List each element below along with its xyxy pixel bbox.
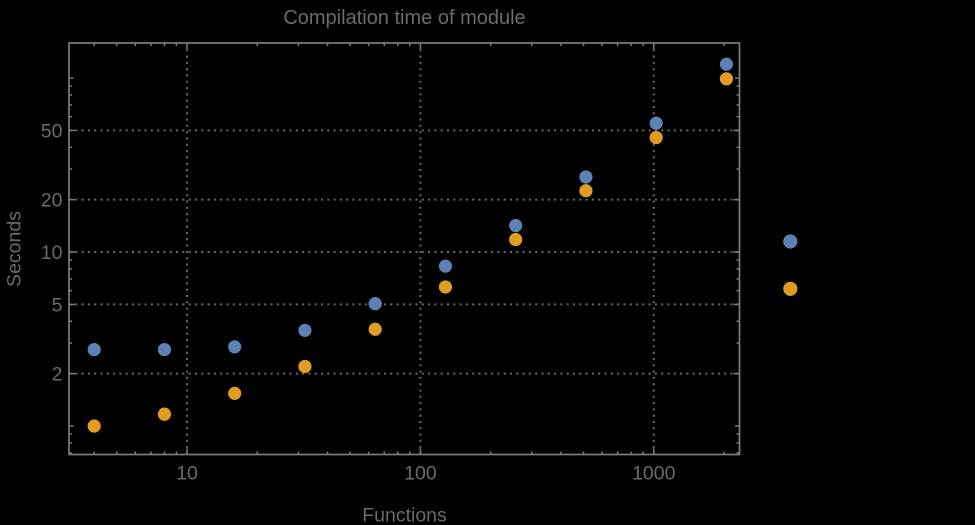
data-point-series-1 [87,342,101,357]
x-tick-label-1000: 1000 [632,463,676,485]
data-point-series-2 [368,322,382,336]
data-points [87,57,734,433]
data-point-series-1 [579,170,593,184]
x-tick-label-100: 100 [404,463,437,485]
data-point-series-2 [157,407,172,421]
plot-frame [68,42,741,456]
legend-marker-series-2 [783,281,798,296]
legend-markers [783,234,798,296]
tick-labels: 10 100 1000 2 5 10 20 50 [41,120,676,484]
y-axis-label: Seconds [4,211,26,287]
y-tick-label-20: 20 [41,190,63,212]
y-tick-label-10: 10 [41,242,63,264]
data-point-series-2 [509,232,523,247]
data-point-series-1 [368,297,382,311]
legend-marker-series-1 [783,234,798,249]
data-point-series-1 [157,342,172,357]
data-point-series-2 [719,72,734,86]
y-tick-label-5: 5 [52,294,63,316]
gridlines [69,43,740,455]
data-point-series-2 [228,386,242,400]
data-point-series-2 [579,184,593,198]
chart-title: Compilation time of module [283,7,525,29]
data-point-series-1 [228,340,242,354]
data-point-series-1 [649,116,663,130]
data-point-series-2 [438,280,453,294]
data-point-series-2 [87,419,101,433]
x-tick-label-10: 10 [176,463,198,485]
data-point-series-2 [298,359,312,374]
x-axis-label: Functions [362,505,447,525]
data-point-series-1 [509,218,523,233]
data-point-series-1 [438,259,453,273]
data-point-series-2 [649,130,663,145]
data-point-series-1 [298,323,312,337]
axis-ticks [69,43,740,455]
y-tick-label-2: 2 [52,364,63,386]
data-point-series-1 [719,57,734,71]
y-tick-label-50: 50 [41,120,63,142]
